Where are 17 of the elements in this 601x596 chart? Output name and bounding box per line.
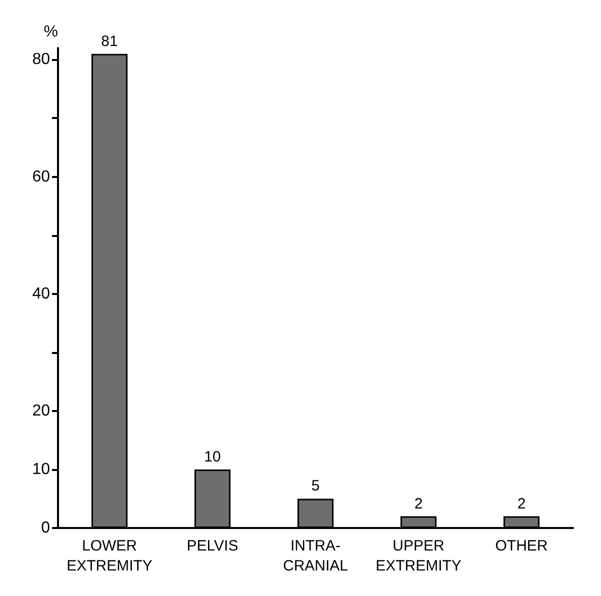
x-tick-label: OTHER <box>495 538 548 554</box>
data-label: 2 <box>414 495 423 512</box>
y-tick-label: 80 <box>32 51 50 68</box>
y-tick-label: 0 <box>41 520 50 536</box>
data-label: 5 <box>311 478 320 495</box>
data-label: 81 <box>101 32 118 50</box>
x-tick-label: PELVIS <box>186 538 238 554</box>
data-label: 2 <box>517 495 526 512</box>
y-tick-label: 60 <box>32 168 50 186</box>
x-tick-label: LOWER EXTREMITY <box>66 538 152 574</box>
y-tick-label: 10 <box>32 460 50 478</box>
x-tick-label: INTRA- CRANIAL <box>282 538 348 574</box>
x-tick-label: UPPER EXTREMITY <box>376 538 462 574</box>
y-axis-title: % <box>44 24 58 40</box>
y-tick-label: 40 <box>32 285 50 302</box>
y-tick-label: 20 <box>32 402 50 420</box>
data-label: 10 <box>204 448 221 466</box>
